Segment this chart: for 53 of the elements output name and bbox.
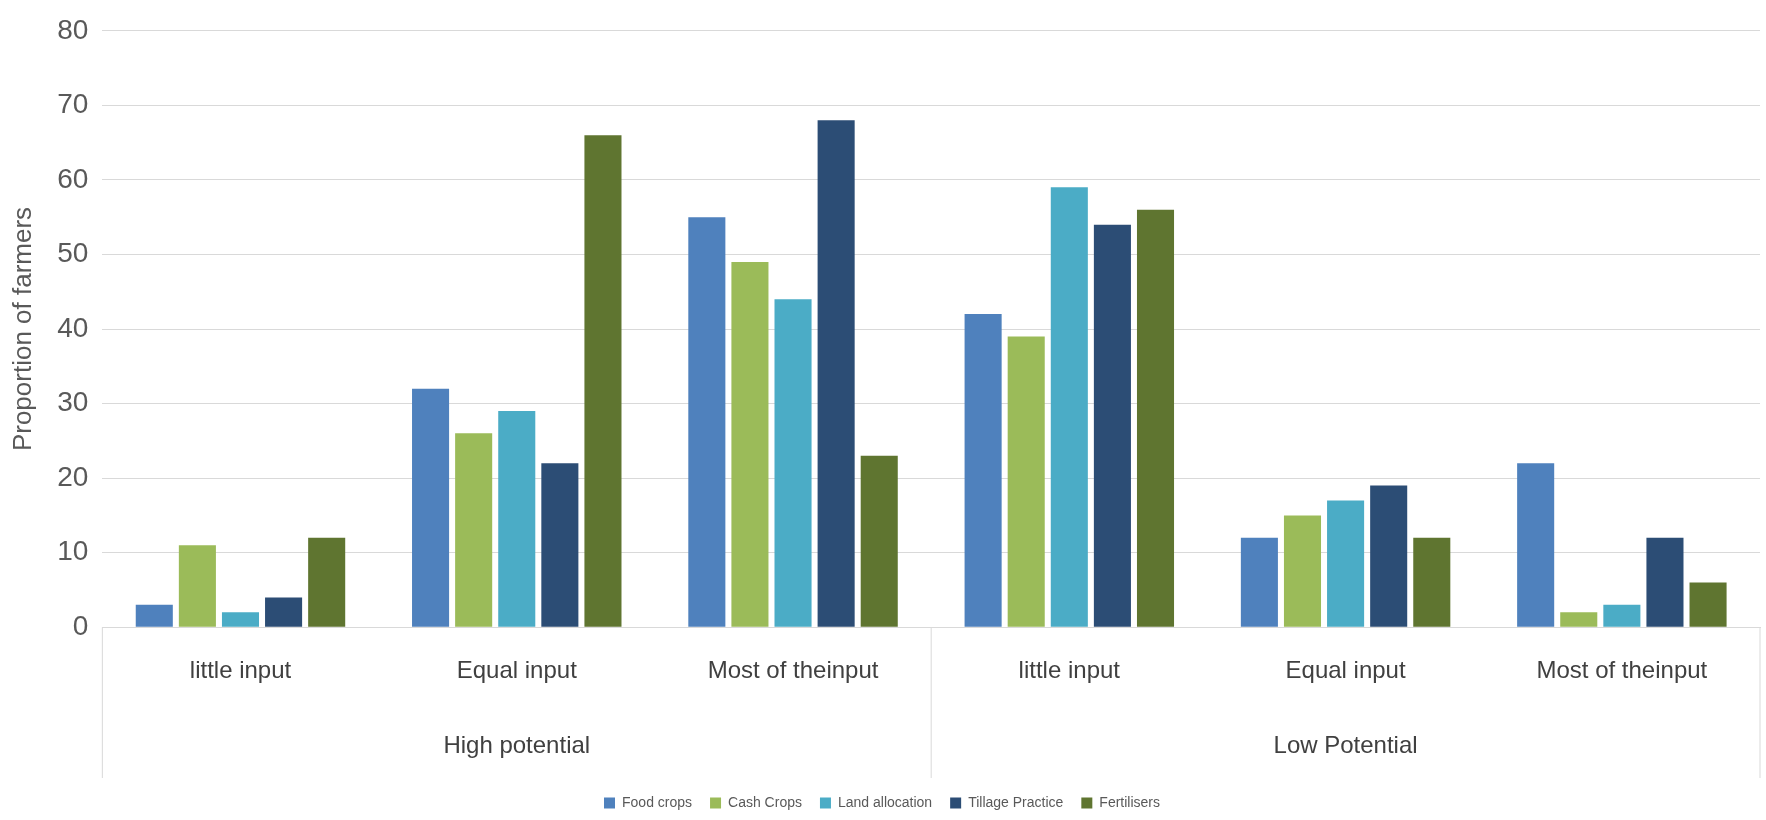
- bar: [308, 537, 346, 627]
- text: High potential: [443, 730, 591, 758]
- y-tick-label: 70: [57, 88, 89, 120]
- legend-label: Food crops: [622, 793, 693, 810]
- text: Low Potential: [1273, 730, 1418, 758]
- bar: [860, 455, 898, 627]
- bar: [412, 388, 450, 627]
- x-tick-label: Equal input: [1285, 656, 1406, 684]
- y-tick-label: 80: [57, 13, 89, 45]
- bar: [774, 299, 812, 627]
- y-tick-label: 0: [72, 609, 89, 641]
- bar: [1240, 537, 1278, 627]
- bar: [1007, 336, 1045, 627]
- bar: [817, 120, 855, 627]
- y-axis-title: Proportion of farmers: [6, 206, 37, 452]
- x-tick-label: little input: [1018, 656, 1121, 684]
- bar: [1093, 224, 1131, 627]
- y-tick-label: 40: [57, 311, 89, 343]
- bar: [1517, 463, 1555, 627]
- bar: [1370, 485, 1408, 627]
- y-tick-label: 20: [57, 460, 89, 492]
- bar: [1136, 209, 1175, 627]
- bar: [1413, 537, 1451, 627]
- bar: [1283, 515, 1322, 627]
- bar: [1050, 187, 1088, 627]
- bar: [221, 612, 260, 627]
- bar: [688, 217, 726, 627]
- bar: [731, 261, 769, 627]
- legend-label: Fertilisers: [1099, 793, 1160, 810]
- bar: [1689, 582, 1727, 627]
- bar: [1560, 612, 1598, 627]
- legend-label: Tillage Practice: [968, 793, 1064, 810]
- x-tick-label: Most of theinput: [707, 656, 879, 684]
- legend-label: Land allocation: [837, 793, 933, 810]
- y-tick-label: 10: [57, 535, 89, 567]
- y-tick-label: 30: [57, 386, 89, 418]
- x-tick-label: Equal input: [456, 656, 578, 684]
- bar: [1603, 604, 1641, 627]
- bar: [584, 135, 622, 627]
- y-tick-label: 60: [57, 162, 89, 194]
- bar: [1646, 537, 1684, 627]
- bar: [541, 463, 579, 627]
- bar: [498, 411, 536, 627]
- x-tick-label: little input: [189, 656, 292, 684]
- bar: [135, 604, 173, 627]
- legend-label: Cash Crops: [728, 793, 802, 810]
- bar: [964, 314, 1002, 627]
- bar: [455, 433, 493, 627]
- bar: [178, 545, 216, 627]
- bar: [265, 597, 303, 627]
- y-tick-label: 50: [57, 237, 89, 269]
- x-tick-label: Most of theinput: [1536, 656, 1708, 684]
- bar: [1327, 500, 1365, 627]
